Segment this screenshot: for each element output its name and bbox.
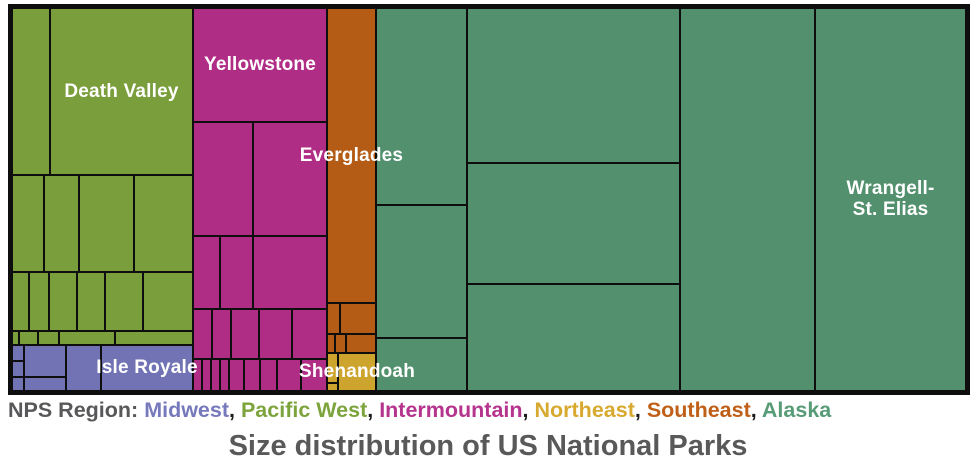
park-cell-midwest <box>67 346 100 390</box>
park-cell-alaska <box>468 285 679 390</box>
page-title: Size distribution of US National Parks <box>228 430 748 462</box>
park-cell-pacific-west <box>116 332 192 344</box>
park-cell-shenandoah <box>339 354 375 390</box>
park-cell-alaska <box>681 9 814 390</box>
park-cell-isle-royale <box>102 346 192 390</box>
park-cell-intermountain <box>260 310 291 358</box>
park-cell-southeast <box>341 304 375 333</box>
park-cell-pacific-west <box>45 176 78 271</box>
park-cell-death-valley <box>51 9 192 174</box>
park-cell-pacific-west <box>78 273 104 330</box>
park-cell-pacific-west <box>13 176 43 271</box>
park-cell-midwest <box>13 378 23 390</box>
legend-item-intermountain: Intermountain <box>379 398 523 422</box>
park-cell-intermountain <box>221 237 252 308</box>
park-cell-alaska <box>377 9 466 204</box>
park-cell-midwest <box>25 346 65 376</box>
park-cell-midwest <box>25 378 65 390</box>
park-cell-pacific-west <box>30 273 48 330</box>
park-cell-intermountain <box>302 360 326 390</box>
park-cell-intermountain <box>278 360 300 390</box>
park-cell-northeast <box>328 384 337 390</box>
park-cell-intermountain <box>293 310 326 358</box>
park-cell-alaska <box>377 206 466 337</box>
treemap: Death Valley Isle Royale Yellowstone Evergl… <box>8 4 970 395</box>
park-cell-alaska <box>377 339 466 390</box>
park-cell-pacific-west <box>106 273 142 330</box>
park-cell-southeast <box>328 335 334 352</box>
park-cell-yellowstone <box>194 9 326 121</box>
park-cell-pacific-west <box>13 9 49 174</box>
park-cell-southeast <box>328 304 339 333</box>
legend-items: Midwest, Pacific West, Intermountain, No… <box>144 398 831 422</box>
legend-separator: , <box>522 398 535 422</box>
park-cell-pacific-west <box>80 176 133 271</box>
park-cell-everglades <box>328 9 375 302</box>
park-cell-intermountain <box>254 237 326 308</box>
park-cell-pacific-west <box>50 273 76 330</box>
park-cell-pacific-west <box>39 332 58 344</box>
park-cell-midwest <box>13 362 23 376</box>
park-cell-pacific-west <box>13 332 18 344</box>
park-cell-pacific-west <box>20 332 37 344</box>
park-cell-intermountain <box>221 360 228 390</box>
legend-separator: , <box>229 398 241 422</box>
park-cell-southeast <box>336 335 345 352</box>
park-cell-alaska <box>468 164 679 283</box>
park-cell-intermountain <box>194 310 211 358</box>
legend-item-pacific-west: Pacific West <box>240 398 368 422</box>
legend-prefix: NPS Region: <box>8 398 139 422</box>
legend-separator: , <box>750 398 762 422</box>
park-cell-alaska <box>468 9 679 162</box>
legend-item-midwest: Midwest <box>144 398 230 422</box>
legend-separator: , <box>634 398 647 422</box>
legend: NPS Region: Midwest, Pacific West, Inter… <box>8 398 976 423</box>
park-cell-intermountain <box>254 123 326 235</box>
legend-item-alaska: Alaska <box>761 398 832 422</box>
park-cell-pacific-west <box>144 273 192 330</box>
park-cell-intermountain <box>261 360 276 390</box>
park-cell-intermountain <box>194 360 201 390</box>
park-cell-wrangell--st-elias <box>816 9 965 390</box>
park-cell-midwest <box>13 346 23 360</box>
legend-item-northeast: Northeast <box>534 398 635 422</box>
park-cell-southeast <box>347 335 375 352</box>
park-cell-intermountain <box>232 310 258 358</box>
park-cell-intermountain <box>212 360 219 390</box>
park-cell-intermountain <box>203 360 210 390</box>
park-cell-intermountain <box>230 360 243 390</box>
park-cell-intermountain <box>194 123 252 235</box>
park-cell-northeast <box>328 354 337 382</box>
park-cell-pacific-west <box>60 332 114 344</box>
park-cell-intermountain <box>245 360 259 390</box>
park-cell-intermountain <box>194 237 219 308</box>
park-cell-intermountain <box>213 310 230 358</box>
legend-separator: , <box>367 398 380 422</box>
legend-item-southeast: Southeast <box>646 398 751 422</box>
park-cell-pacific-west <box>13 273 28 330</box>
park-cell-pacific-west <box>135 176 192 271</box>
